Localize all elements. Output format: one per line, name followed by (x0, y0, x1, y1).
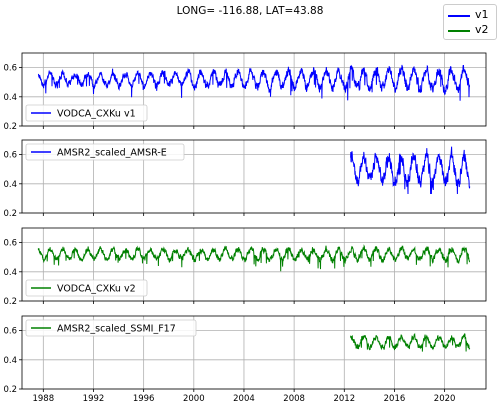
x-tick-label: 2004 (233, 394, 255, 404)
y-tick-label: 0.2 (3, 297, 17, 307)
y-tick-label: 0.6 (3, 64, 17, 74)
x-tick-label: 2008 (283, 394, 305, 404)
subplot-4: 0.2 0.4 0.6 1988 1992 1996 2000 2004 2008 2012 201… (3, 315, 487, 404)
y-tick-label: 0.2 (3, 385, 17, 395)
legend-swatch-v2 (448, 30, 470, 32)
x-tick-label: 2012 (333, 394, 355, 404)
series-line (350, 146, 471, 195)
x-tick-label: 1988 (32, 394, 54, 404)
subplot-legend: VODCA_CXKu v2 (25, 279, 148, 297)
x-tick-label: 1992 (83, 394, 105, 404)
x-tick-label: 2000 (183, 394, 205, 404)
subplot-2: 0.2 0.4 0.6 AMSR2_scaled_AMSR-E (3, 139, 487, 219)
subplot-legend: AMSR2_scaled_SSMI_F17 (25, 319, 197, 337)
y-tick-label: 0.4 (3, 93, 17, 103)
figure-title: LONG= -116.88, LAT=43.88 (176, 5, 324, 17)
subplot-3: 0.2 0.4 0.6 VODCA_CXKu v2 (3, 227, 487, 307)
x-tick-label: 2020 (434, 394, 456, 404)
x-tick-label: 1996 (133, 394, 155, 404)
legend-box (25, 319, 197, 337)
subplot-1: 0.2 0.4 0.6 VODCA_CXKu v1 (3, 52, 487, 132)
axes-frame (21, 227, 487, 302)
series-line (37, 64, 470, 101)
y-tick-label: 0.6 (3, 151, 17, 161)
y-tick-label: 0.4 (3, 180, 17, 190)
legend-label: AMSR2_scaled_SSMI_F17 (57, 324, 176, 335)
y-tick-label: 0.6 (3, 327, 17, 337)
legend-box (25, 104, 148, 122)
y-tick-label: 0.2 (3, 122, 17, 132)
legend-label-v2: v2 (475, 23, 489, 36)
axes-frame (21, 139, 487, 214)
legend-box (25, 279, 148, 297)
axes-frame (21, 315, 487, 390)
y-tick-label: 0.6 (3, 239, 17, 249)
legend-swatch-v1 (448, 15, 470, 17)
axes-frame (21, 52, 487, 127)
legend-label-v1: v1 (475, 8, 489, 21)
legend-box (25, 143, 185, 161)
subplot-legend: VODCA_CXKu v1 (25, 104, 148, 122)
subplot-legend: AMSR2_scaled_AMSR-E (25, 143, 185, 161)
y-tick-label: 0.4 (3, 356, 17, 366)
legend-label: VODCA_CXKu v1 (57, 109, 136, 120)
x-tick-label: 2016 (384, 394, 406, 404)
y-tick-label: 0.2 (3, 209, 17, 219)
series-line (350, 332, 471, 352)
series-line (37, 244, 470, 272)
y-tick-label: 0.4 (3, 268, 17, 278)
figure-legend: v1 v2 (443, 4, 497, 40)
legend-label: VODCA_CXKu v2 (57, 284, 136, 295)
legend-label: AMSR2_scaled_AMSR-E (57, 148, 167, 159)
